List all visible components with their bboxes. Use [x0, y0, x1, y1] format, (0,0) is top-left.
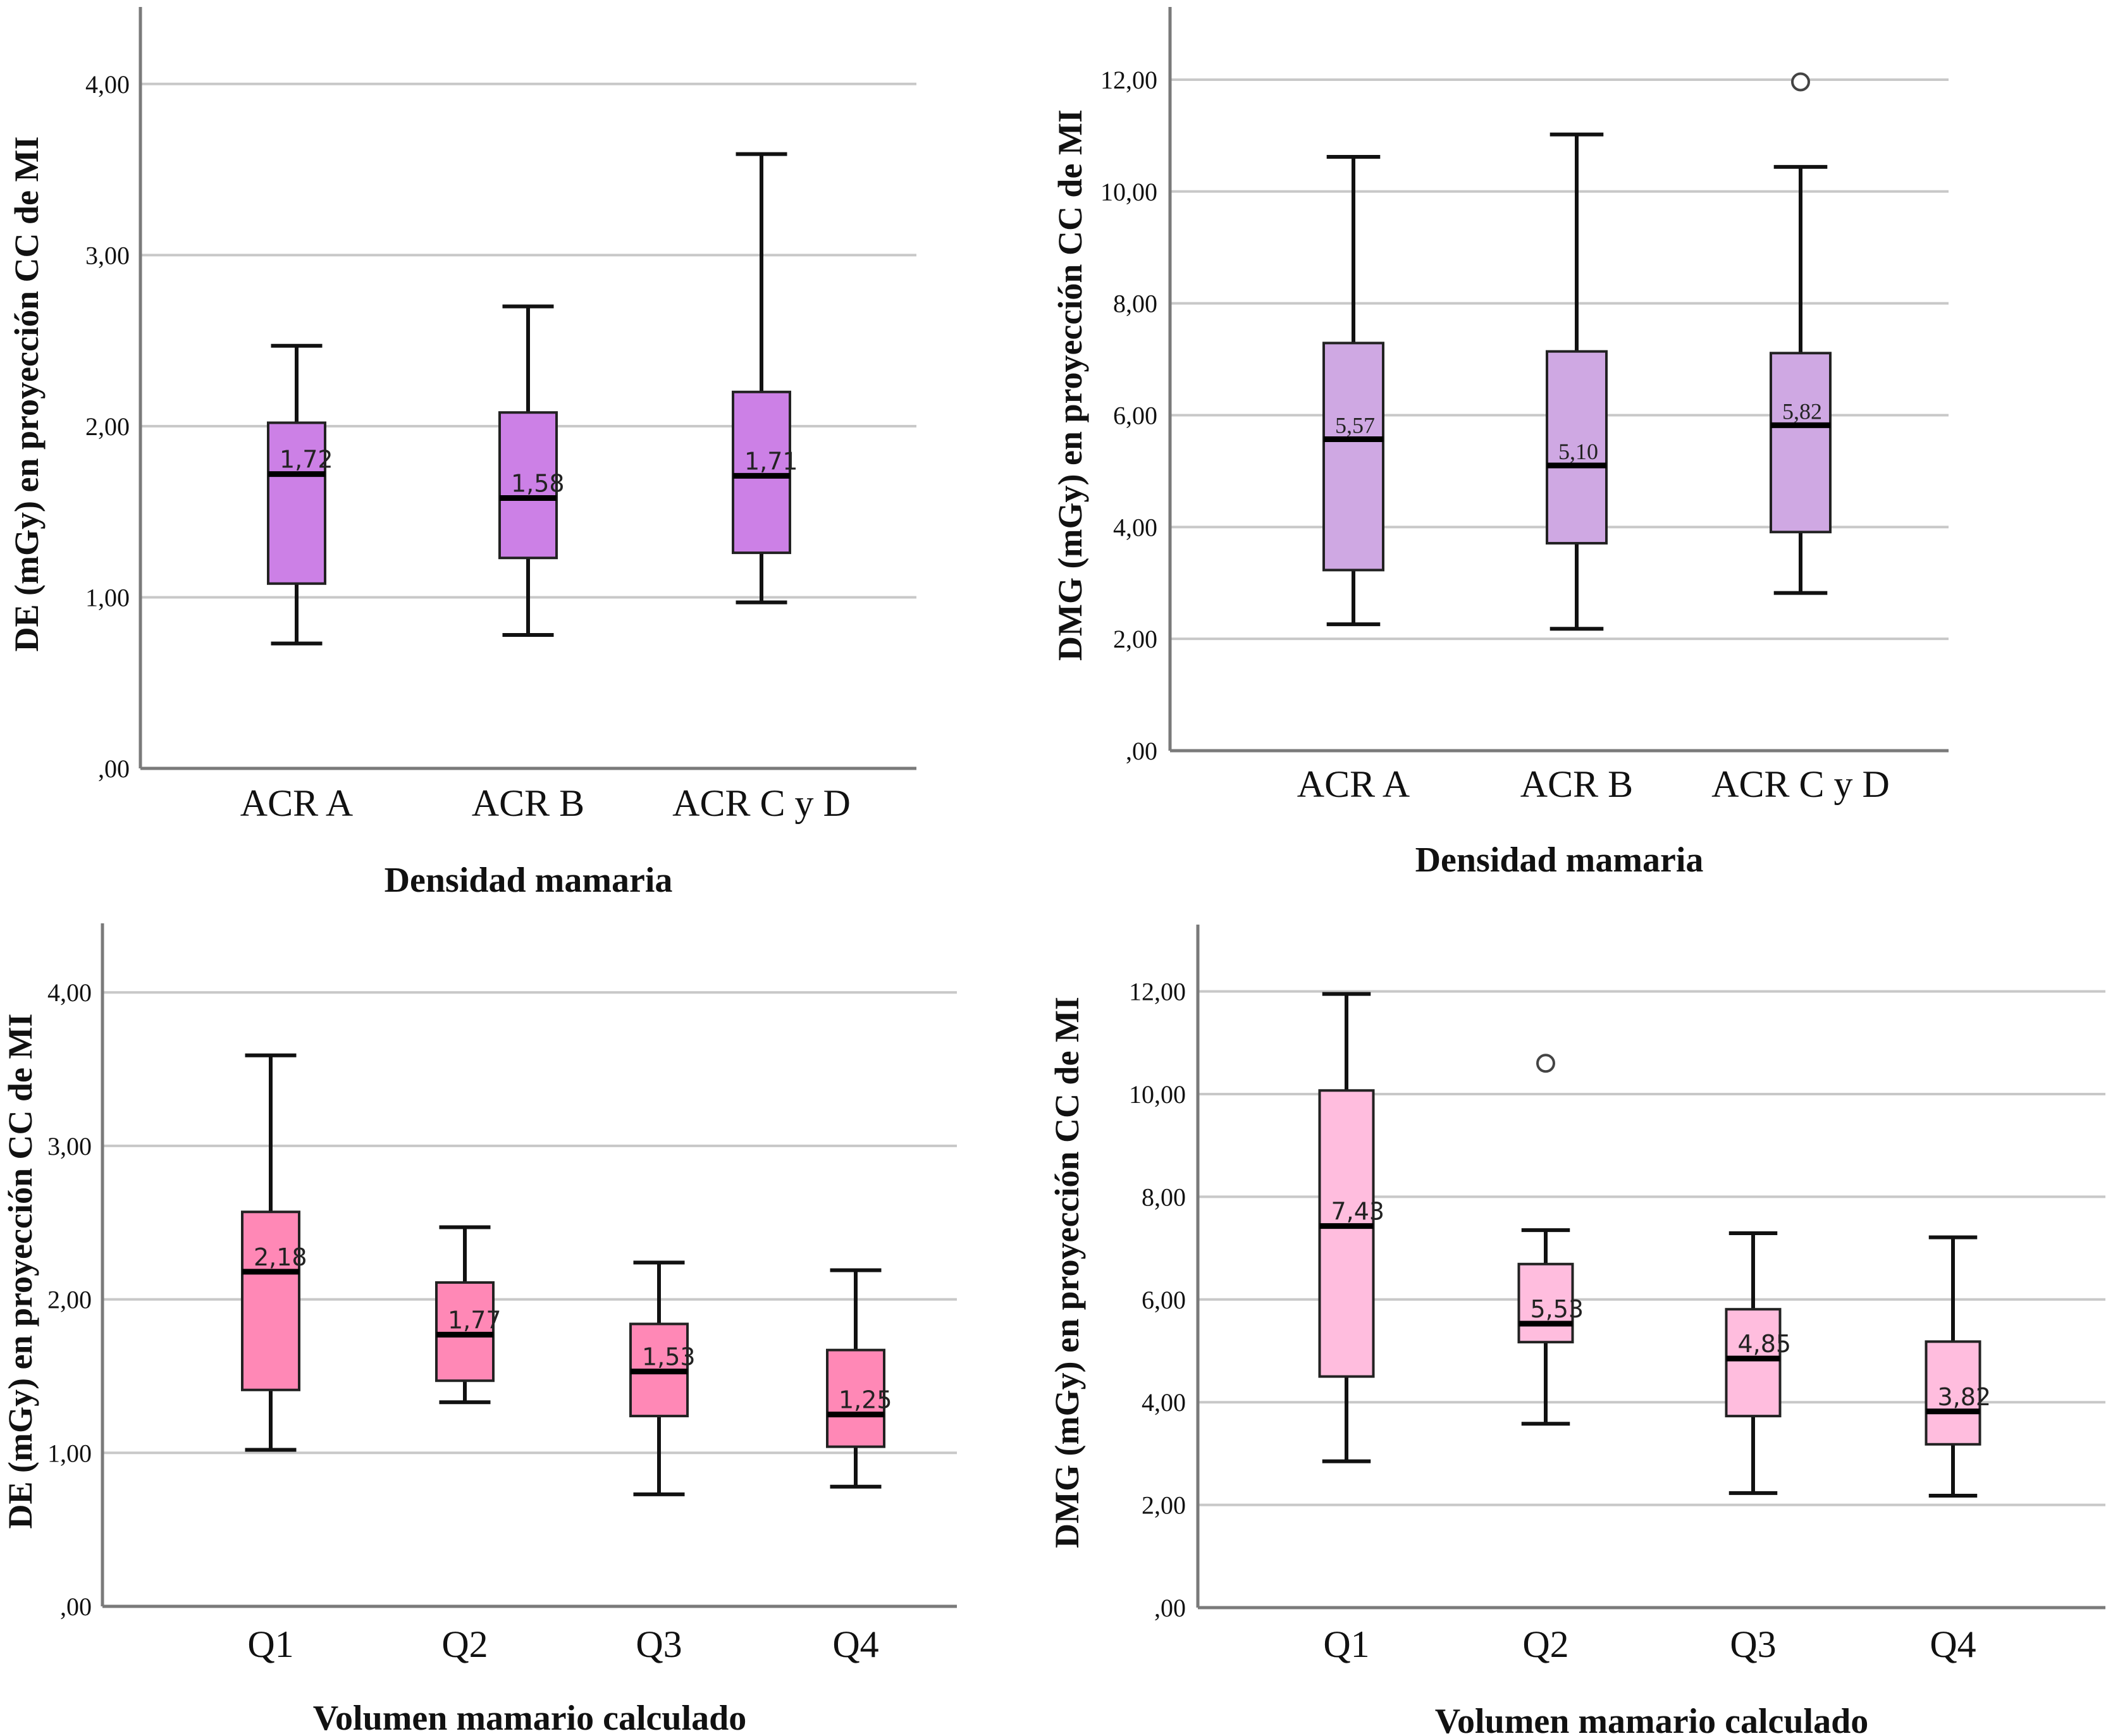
median-label: 7,43 [1331, 1198, 1385, 1226]
x-category-label: Q1 [1323, 1623, 1369, 1665]
y-tick-label: 4,00 [85, 70, 130, 99]
y-tick-label: 3,00 [47, 1132, 92, 1160]
y-tick-label: ,00 [1154, 1594, 1186, 1622]
iqr-box [1770, 352, 1832, 534]
x-category-label: Q2 [441, 1623, 488, 1665]
y-axis-title: DMG (mGy) en proyección CC de MI [1048, 997, 1086, 1548]
y-tick-label: 12,00 [1129, 978, 1186, 1006]
x-category-label: ACR B [1520, 763, 1633, 805]
box-acr-b: 1,58 [498, 304, 565, 637]
box-q2: 5,53 [1517, 1054, 1584, 1426]
x-axis-title: Densidad mamaria [1415, 840, 1704, 880]
iqr-box [435, 1281, 495, 1382]
box-acr-a: 1,72 [267, 343, 333, 646]
box-acr-c-y-d: 1,71 [732, 152, 798, 605]
x-category-label: ACR A [240, 782, 353, 824]
y-tick-label: 1,00 [85, 583, 130, 612]
x-category-label: ACR C y D [672, 782, 851, 824]
x-category-label: Q4 [832, 1623, 878, 1665]
median-label: 1,53 [642, 1343, 696, 1371]
iqr-box [732, 390, 791, 555]
iqr-box [1517, 1262, 1574, 1344]
median-label: 5,10 [1558, 439, 1598, 464]
median-label: 1,71 [744, 447, 798, 475]
y-tick-label: 2,00 [85, 412, 130, 441]
y-tick-label: 1,00 [47, 1439, 92, 1467]
box-q1: 2,18 [241, 1053, 307, 1452]
chart-de-density: ,00 1,00 2,00 3,00 4,00 1,72 ACR A 1,58 ACR B 1,7… [8, 7, 916, 900]
chart-de-volume: ,00 1,00 2,00 3,00 4,00 2,18 Q1 1,77 Q2 1,53 Q3 1,2… [1, 923, 957, 1736]
median-label: 2,18 [254, 1243, 307, 1271]
box-q4: 3,82 [1925, 1235, 1992, 1498]
median-label: 5,57 [1335, 412, 1375, 438]
x-category-label: ACR A [1297, 763, 1410, 805]
y-axis-title: DMG (mGy) en proyección CC de MI [1051, 109, 1089, 661]
box-q1: 7,43 [1318, 992, 1385, 1463]
y-axis-title: DE (mGy) en proyección CC de MI [8, 137, 46, 652]
y-tick-label: ,00 [98, 754, 130, 783]
iqr-box [267, 421, 326, 585]
iqr-box [826, 1348, 885, 1448]
box-q2: 1,77 [435, 1225, 502, 1405]
box-acr-c-y-d: 5,82 [1770, 72, 1832, 595]
iqr-box [1925, 1340, 1981, 1446]
iqr-box [1318, 1089, 1375, 1378]
chart-dmg-volume: ,00 2,00 4,00 6,00 8,00 10,00 12,00 7,43 Q1 5,53 Q… [1048, 925, 2105, 1736]
y-tick-label: ,00 [1126, 737, 1157, 765]
iqr-box [1322, 342, 1384, 572]
outlier-point [1791, 72, 1810, 92]
iqr-box [498, 411, 558, 560]
median-label: 1,58 [511, 470, 565, 498]
median-label: 3,82 [1938, 1383, 1992, 1411]
outlier-point [1536, 1054, 1555, 1073]
x-category-label: ACR C y D [1711, 763, 1890, 805]
median-label: 1,72 [280, 446, 333, 474]
box-acr-b: 5,10 [1546, 132, 1608, 631]
chart-dmg-density: ,00 2,00 4,00 6,00 8,00 10,00 12,00 5,57 ACR A 5,… [1051, 7, 1949, 880]
x-category-label: Q1 [247, 1623, 293, 1665]
y-axis-title: DE (mGy) en proyección CC de MI [1, 1014, 39, 1529]
box-q3: 4,85 [1725, 1231, 1792, 1495]
y-tick-label: 2,00 [1113, 625, 1157, 653]
y-tick-label: ,00 [60, 1592, 92, 1621]
box-acr-a: 5,57 [1322, 154, 1384, 627]
median-label: 1,77 [448, 1306, 502, 1334]
median-label: 5,53 [1531, 1295, 1584, 1323]
y-tick-label: 8,00 [1142, 1183, 1186, 1211]
y-tick-label: 8,00 [1113, 290, 1157, 318]
x-category-label: ACR B [472, 782, 584, 824]
y-tick-label: 2,00 [1142, 1491, 1186, 1520]
y-tick-label: 4,00 [1142, 1388, 1186, 1417]
y-tick-label: 10,00 [1100, 178, 1157, 206]
box-q4: 1,25 [826, 1268, 892, 1489]
y-tick-label: 4,00 [1113, 513, 1157, 541]
x-category-label: Q3 [1730, 1623, 1776, 1665]
iqr-box [241, 1210, 300, 1391]
x-axis-title: Densidad mamaria [385, 861, 673, 900]
y-tick-label: 6,00 [1113, 401, 1157, 429]
median-label: 1,25 [839, 1386, 892, 1414]
y-tick-label: 4,00 [47, 978, 92, 1007]
y-tick-label: 10,00 [1129, 1080, 1186, 1109]
iqr-box [1725, 1308, 1782, 1418]
y-tick-label: 12,00 [1100, 66, 1157, 94]
x-category-label: Q4 [1930, 1623, 1976, 1665]
y-tick-label: 2,00 [47, 1286, 92, 1314]
x-axis-title: Volumen mamario calculado [313, 1699, 746, 1736]
y-tick-label: 6,00 [1142, 1286, 1186, 1314]
iqr-box [1546, 350, 1608, 545]
median-label: 5,82 [1782, 398, 1822, 424]
median-label: 4,85 [1738, 1330, 1792, 1358]
x-category-label: Q3 [636, 1623, 682, 1665]
x-category-label: Q2 [1522, 1623, 1568, 1665]
box-q3: 1,53 [629, 1260, 696, 1496]
x-axis-title: Volumen mamario calculado [1435, 1702, 1868, 1736]
y-tick-label: 3,00 [85, 241, 130, 269]
